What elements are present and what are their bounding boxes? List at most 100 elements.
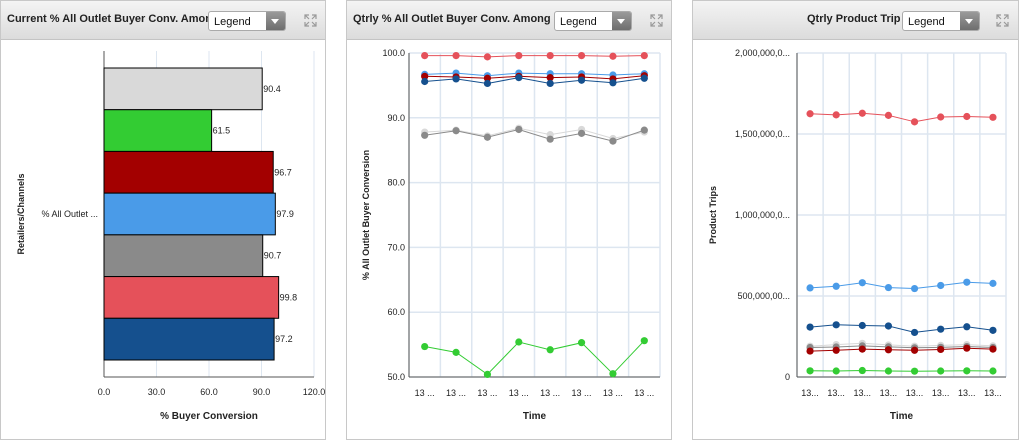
panel-qtrly-product-trip: Qtrly Product Trip Legend 0 500,000,00...… <box>692 0 1019 440</box>
series-line <box>810 324 993 333</box>
y-axis-title: Retailers/Channels <box>16 173 26 254</box>
data-point <box>609 370 617 378</box>
series-line <box>810 345 993 349</box>
data-point <box>546 79 554 88</box>
bar <box>103 150 274 194</box>
y-tick-label: 70.0 <box>387 242 405 252</box>
x-tick-label: 0.0 <box>98 387 111 397</box>
data-point <box>609 137 617 145</box>
data-point <box>421 51 429 60</box>
data-point <box>832 346 840 354</box>
panel-header: Current % All Outlet Buyer Conv. Among L… <box>1 1 325 40</box>
bar-data-label: 90.4 <box>263 84 281 94</box>
data-point <box>989 113 997 121</box>
data-point <box>546 51 554 60</box>
expand-icon[interactable] <box>996 14 1009 27</box>
x-tick-label: 13 ... <box>634 388 654 398</box>
y-tick-label: 1,000,000,0... <box>735 210 790 220</box>
expand-icon[interactable] <box>650 14 663 27</box>
x-axis-title: Time <box>523 411 547 422</box>
data-point <box>989 326 997 334</box>
y-tick-label: 500,000,00... <box>737 291 790 301</box>
x-tick-label: 13... <box>958 388 976 398</box>
legend-dropdown-label: Legend <box>560 16 597 28</box>
data-point <box>640 74 648 82</box>
data-point <box>806 323 814 331</box>
chevron-down-icon[interactable] <box>960 12 979 30</box>
x-tick-label: 13 ... <box>477 388 497 398</box>
legend-dropdown[interactable]: Legend <box>902 11 980 31</box>
data-point <box>963 112 971 121</box>
data-point <box>937 325 945 333</box>
x-tick-label: 13... <box>906 388 924 398</box>
category-label: % All Outlet ... <box>41 209 98 219</box>
data-point <box>483 53 492 61</box>
legend-dropdown-label: Legend <box>214 16 251 28</box>
series-line <box>424 77 645 85</box>
y-tick-label: 0 <box>785 372 790 382</box>
y-tick-label: 60.0 <box>387 307 405 317</box>
data-point <box>546 135 554 143</box>
y-tick-label: 1,500,000,0... <box>735 129 790 139</box>
expand-icon[interactable] <box>304 14 317 27</box>
data-point <box>452 127 460 135</box>
bar-data-label: 90.7 <box>264 251 282 261</box>
x-tick-label: 13... <box>984 388 1002 398</box>
data-point <box>577 339 586 347</box>
data-point <box>884 283 893 292</box>
data-point <box>515 338 523 346</box>
data-point <box>884 346 893 354</box>
data-point <box>937 113 945 121</box>
x-tick-label: 13... <box>827 388 845 398</box>
bar-chart: 0.0 30.0 60.0 90.0 120.0 90.4 61.5 96.7 97.9 90.7… <box>16 51 325 422</box>
data-point <box>937 281 945 290</box>
x-axis-title: Time <box>890 411 914 422</box>
legend-dropdown[interactable]: Legend <box>208 11 286 31</box>
data-point <box>910 367 919 375</box>
panel-title: Qtrly % All Outlet Buyer Conv. Among <box>353 13 551 25</box>
bar-data-label: 99.8 <box>280 292 298 302</box>
data-point <box>609 79 617 87</box>
data-point <box>937 367 945 375</box>
data-point <box>452 348 460 356</box>
legend-dropdown[interactable]: Legend <box>554 11 632 31</box>
line-chart: 0 500,000,00... 1,000,000,0... 1,500,000,0.… <box>708 48 1007 422</box>
data-point <box>910 284 919 293</box>
data-point <box>989 367 997 375</box>
data-point <box>832 111 840 119</box>
bar-data-label: 61.5 <box>213 126 231 136</box>
bar <box>103 317 275 361</box>
x-tick-label: 13 ... <box>509 388 529 398</box>
data-point <box>858 366 866 375</box>
x-tick-label: 13... <box>801 388 819 398</box>
data-point <box>884 111 893 119</box>
panel-title: Qtrly Product Trip <box>807 13 901 25</box>
bar <box>103 234 264 278</box>
series-line <box>424 75 645 80</box>
panel-title: Current % All Outlet Buyer Conv. Among <box>7 13 209 25</box>
data-point <box>452 51 460 60</box>
data-point <box>806 367 814 375</box>
x-tick-label: 13... <box>854 388 872 398</box>
legend-dropdown-label: Legend <box>908 16 945 28</box>
data-point <box>910 118 919 126</box>
data-point <box>963 367 971 375</box>
data-point <box>806 347 814 355</box>
panel-header: Qtrly % All Outlet Buyer Conv. Among Leg… <box>347 1 671 40</box>
series-line <box>810 281 993 290</box>
chevron-down-icon[interactable] <box>266 12 285 30</box>
data-point <box>858 279 866 287</box>
x-tick-label: 13... <box>880 388 898 398</box>
x-tick-label: 13 ... <box>603 388 623 398</box>
data-point <box>910 328 919 337</box>
y-tick-label: 2,000,000,0... <box>735 48 790 58</box>
data-point <box>640 51 648 60</box>
data-point <box>963 323 971 331</box>
data-point <box>806 110 814 118</box>
x-tick-label: 30.0 <box>148 387 166 397</box>
chevron-down-icon[interactable] <box>612 12 631 30</box>
data-point <box>609 52 617 60</box>
data-point <box>421 342 429 351</box>
data-point <box>515 74 523 82</box>
panel-qtrly-buyer-conversion: Qtrly % All Outlet Buyer Conv. Among Leg… <box>346 0 672 440</box>
